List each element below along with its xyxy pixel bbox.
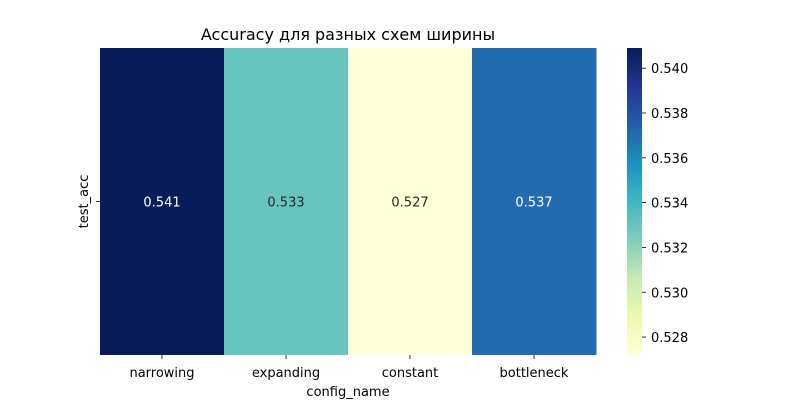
colorbar-tick-label: 0.532 bbox=[651, 241, 688, 256]
heatmap-cells: 0.541 0.533 0.527 0.537 bbox=[100, 48, 597, 355]
x-tick-label: constant bbox=[382, 366, 439, 381]
cell-value-label: 0.533 bbox=[267, 196, 304, 211]
colorbar-tick-label: 0.538 bbox=[651, 107, 688, 122]
x-tick-label: narrowing bbox=[129, 366, 194, 381]
cell-value-label: 0.541 bbox=[143, 196, 180, 211]
y-axis-ticks: test_acc bbox=[77, 175, 100, 229]
y-tick-label: test_acc bbox=[77, 175, 92, 229]
x-axis-label: config_name bbox=[306, 385, 389, 400]
cell-value-label: 0.527 bbox=[391, 196, 428, 211]
heatmap-cell bbox=[100, 48, 225, 355]
colorbar-tick-label: 0.540 bbox=[651, 62, 688, 77]
x-axis-ticks: narrowing expanding constant bottleneck bbox=[129, 355, 569, 381]
colorbar-tick-label: 0.528 bbox=[651, 331, 688, 346]
colorbar-gradient bbox=[627, 48, 642, 355]
chart-title: Accuracy для разных схем ширины bbox=[201, 25, 495, 44]
colorbar-tick-label: 0.534 bbox=[651, 197, 688, 212]
colorbar-ticks: 0.528 0.530 0.532 0.534 0.536 0.538 0.540 bbox=[642, 62, 688, 346]
colorbar-tick-label: 0.536 bbox=[651, 152, 688, 167]
heatmap-cell bbox=[472, 48, 597, 355]
heatmap-cell bbox=[348, 48, 473, 355]
heatmap-cell bbox=[224, 48, 349, 355]
colorbar-tick-label: 0.530 bbox=[651, 286, 688, 301]
cell-value-label: 0.537 bbox=[515, 196, 552, 211]
colorbar: 0.528 0.530 0.532 0.534 0.536 0.538 0.540 bbox=[627, 48, 688, 355]
x-tick-label: bottleneck bbox=[500, 366, 569, 381]
x-tick-label: expanding bbox=[252, 366, 320, 381]
